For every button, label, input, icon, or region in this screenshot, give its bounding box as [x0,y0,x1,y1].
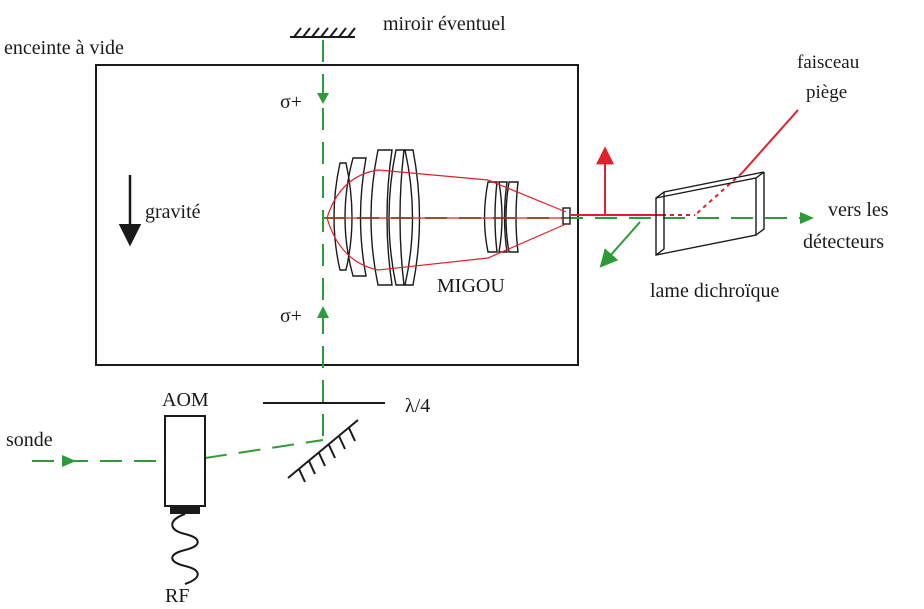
label-gravite: gravité [145,201,201,223]
probe-deflected-beam [204,439,324,459]
probe-input-arrow [62,455,76,467]
label-faisceau-line2: piège [806,82,847,103]
bottom-mirror [287,419,359,483]
label-sigma-bottom: σ+ [280,305,302,327]
label-sonde: sonde [6,429,53,451]
label-enceinte: enceinte à vide [4,37,124,59]
dichroic-plate [655,171,765,256]
label-vers-line2: détecteurs [803,231,884,253]
trap-beam-incoming [741,109,799,174]
label-rf: RF [165,585,189,607]
rf-spring [171,513,199,585]
aom-box [164,415,206,507]
label-migou: MIGOU [437,275,505,297]
detector-arrow [800,212,814,224]
label-faisceau-line1: faisceau [797,52,860,73]
aom-transducer [170,506,200,514]
trap-beam-envelope [326,169,567,271]
label-aom: AOM [162,389,209,411]
top-mirror [290,27,356,38]
label-vers-line1: vers les [828,199,889,221]
label-miroir: miroir éventuel [383,13,506,35]
sigma-bottom-arrow [317,306,329,318]
sigma-top-arrow [317,93,329,104]
label-lame: lame dichroïque [650,280,780,302]
trap-beam-incoming-dotted [694,172,743,216]
label-sigma-top: σ+ [280,91,302,113]
label-lambda: λ/4 [405,395,430,417]
reflected-probe-arrow [599,221,641,268]
